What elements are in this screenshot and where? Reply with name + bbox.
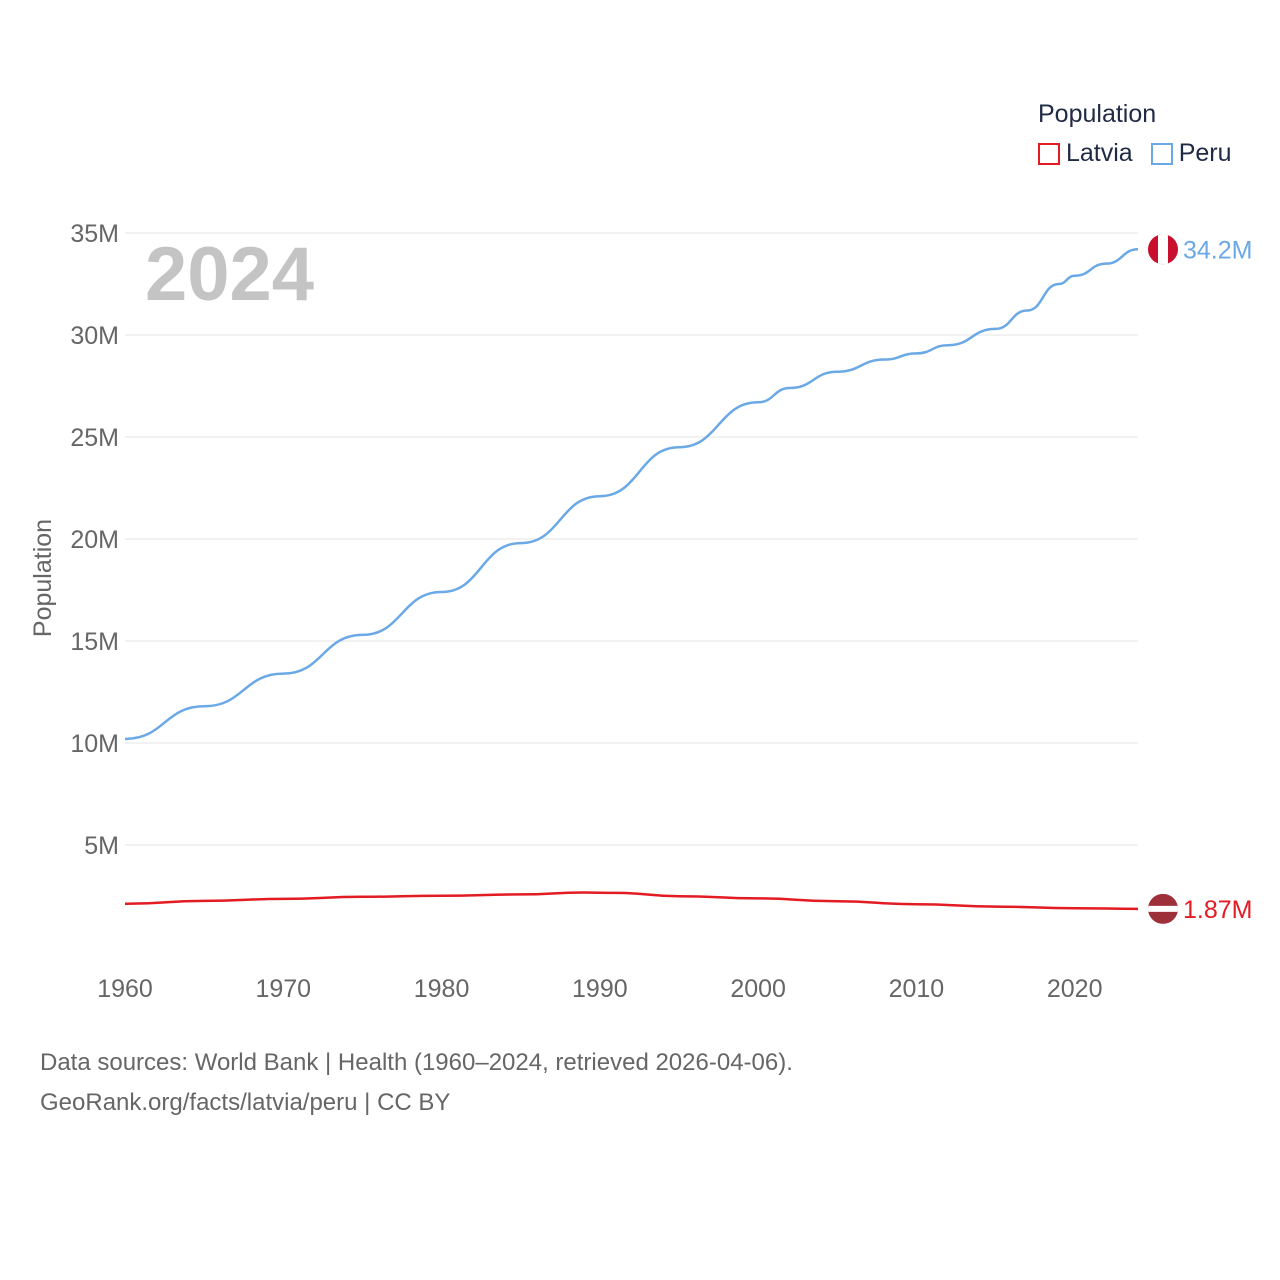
- x-tick-label: 2000: [730, 975, 786, 1003]
- legend-swatch-latvia: [1038, 142, 1060, 165]
- year-watermark: 2024: [145, 232, 314, 317]
- footer: Data sources: World Bank | Health (1960–…: [40, 1043, 793, 1123]
- peru-flag-icon: [1148, 234, 1178, 265]
- attribution-link[interactable]: GeoRank.org/facts/latvia/peru | CC BY: [40, 1089, 451, 1116]
- y-tick-label: 5M: [84, 832, 119, 860]
- x-tick-label: 1980: [414, 975, 470, 1003]
- y-axis-ticks: 5M 10M 15M 20M 25M 30M 35M: [70, 220, 119, 860]
- end-value-label-latvia: 1.87M: [1183, 896, 1252, 924]
- end-markers: 34.2M 1.87M: [1148, 234, 1252, 924]
- series-line-latvia[interactable]: [124, 891, 1139, 911]
- x-tick-label: 1970: [255, 975, 311, 1003]
- series-lines: [124, 248, 1139, 911]
- y-axis-label: Population: [29, 519, 57, 637]
- y-tick-label: 10M: [70, 730, 119, 758]
- latvia-flag-icon: [1148, 893, 1178, 924]
- legend-item-latvia[interactable]: Latvia: [1038, 139, 1133, 168]
- legend-title: Population: [1038, 100, 1157, 128]
- legend: Population Latvia Peru: [1038, 100, 1232, 168]
- data-sources-text: Data sources: World Bank | Health (1960–…: [40, 1049, 793, 1076]
- legend-item-peru[interactable]: Peru: [1150, 139, 1232, 168]
- y-tick-label: 35M: [70, 220, 119, 248]
- grid-lines: [125, 232, 1138, 846]
- x-tick-label: 1960: [97, 975, 153, 1003]
- y-tick-label: 15M: [70, 628, 119, 656]
- x-axis-ticks: 1960 1970 1980 1990 2000 2010 2020: [97, 975, 1102, 1003]
- x-tick-label: 1990: [572, 975, 628, 1003]
- x-tick-label: 2010: [889, 975, 945, 1003]
- legend-swatch-peru: [1150, 142, 1173, 165]
- legend-label-latvia: Latvia: [1066, 139, 1133, 167]
- x-tick-label: 2020: [1047, 975, 1103, 1003]
- y-tick-label: 20M: [70, 526, 119, 554]
- end-value-label-peru: 34.2M: [1183, 236, 1252, 264]
- y-tick-label: 25M: [70, 424, 119, 452]
- y-tick-label: 30M: [70, 322, 119, 350]
- series-line-peru[interactable]: [124, 248, 1139, 741]
- legend-label-peru: Peru: [1178, 139, 1232, 167]
